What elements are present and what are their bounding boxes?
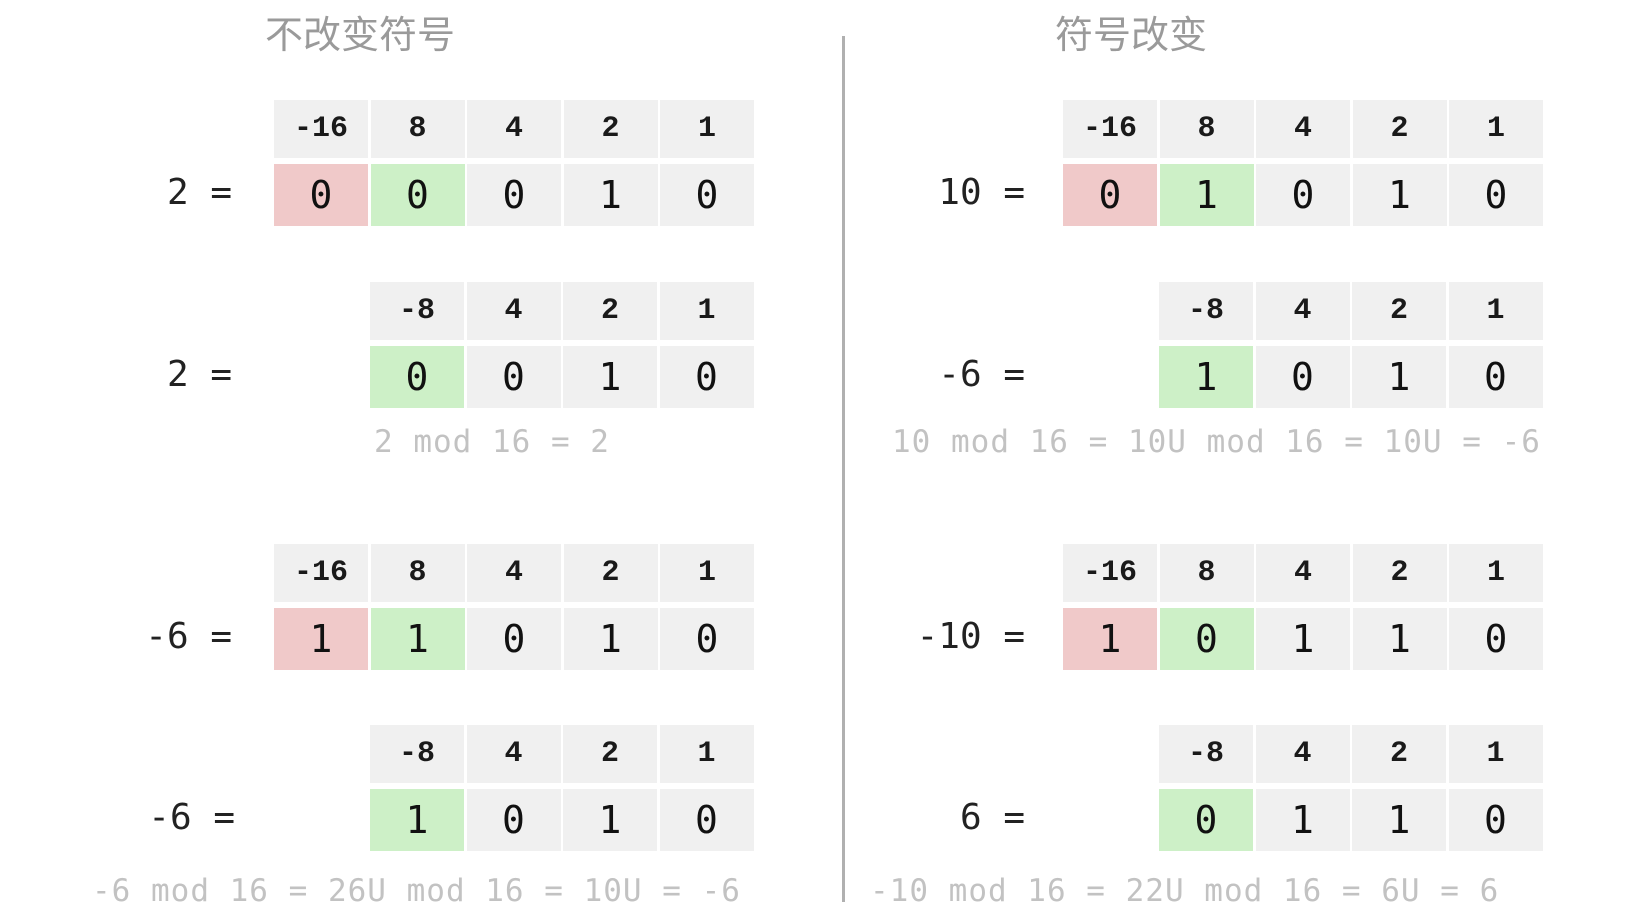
bit-weight-cell: 2 <box>563 282 657 340</box>
center-divider <box>842 36 845 902</box>
heading-sign-change: 符号改变 <box>1055 13 1208 57</box>
bit-weight-cell: 2 <box>563 725 657 783</box>
top-bit-cell: 1 <box>370 789 464 851</box>
bit-cell: 0 <box>1449 164 1543 226</box>
bit-weight-cell: 1 <box>660 100 754 158</box>
bit-weight-cell: 4 <box>466 725 561 783</box>
sign-bit-cell: 0 <box>1063 164 1157 226</box>
top-bit-cell: 1 <box>1159 346 1253 408</box>
bit-cell: 1 <box>563 346 657 408</box>
bit-weight-cell: 4 <box>466 282 561 340</box>
sign-bit-cell: 1 <box>1063 608 1157 670</box>
bit-weight-cell: -8 <box>370 725 464 783</box>
bit-cell: 1 <box>563 608 658 670</box>
equation-lhs: -6 = <box>145 616 232 657</box>
bit-cell: 1 <box>1255 789 1350 851</box>
bit-cell: 1 <box>1352 789 1446 851</box>
bit-weight-cell: 4 <box>1255 725 1350 783</box>
top-bit-cell: 1 <box>370 608 465 670</box>
bit-weight-cell: 1 <box>659 725 754 783</box>
note-2-mod-16: 2 mod 16 = 2 <box>374 424 610 460</box>
top-bit-cell: 0 <box>370 164 465 226</box>
bit-weight-cell: 2 <box>1352 100 1447 158</box>
bit-weight-cell: 4 <box>1256 544 1350 602</box>
bit-weight-cell: 2 <box>1352 725 1446 783</box>
heading-no-sign-change: 不改变符号 <box>265 13 456 57</box>
bit-cell: 1 <box>1256 608 1350 670</box>
bit-weight-cell: 1 <box>1448 282 1543 340</box>
bit-cell: 1 <box>1352 346 1446 408</box>
bit-weight-cell: 2 <box>563 544 658 602</box>
bit-cell: 0 <box>1449 608 1543 670</box>
note-minus10-mod-16: -10 mod 16 = 22U mod 16 = 6U = 6 <box>870 873 1500 909</box>
bit-weight-cell: 2 <box>1352 282 1446 340</box>
bit-weight-cell: 8 <box>1159 544 1254 602</box>
sign-bit-cell: 0 <box>274 164 368 226</box>
top-bit-cell: 0 <box>1159 789 1253 851</box>
bit-cell: 0 <box>466 789 561 851</box>
bit-cell: 0 <box>1448 346 1543 408</box>
bit-cell: 1 <box>1352 608 1447 670</box>
bit-cell: 0 <box>1256 164 1350 226</box>
bit-cell: 0 <box>659 346 754 408</box>
sign-bit-cell: 1 <box>274 608 368 670</box>
equation-lhs: -6 = <box>938 354 1025 395</box>
bit-weight-cell: -16 <box>1063 100 1157 158</box>
equation-lhs: 10 = <box>938 172 1025 213</box>
equation-lhs: 2 = <box>166 172 232 213</box>
top-bit-cell: 1 <box>1159 164 1254 226</box>
bit-weight-cell: -16 <box>274 544 368 602</box>
bit-weight-cell: -16 <box>1063 544 1157 602</box>
equation-lhs: 6 = <box>959 797 1025 838</box>
bit-weight-cell: 4 <box>1256 100 1350 158</box>
bit-weight-cell: 2 <box>563 100 658 158</box>
bit-weight-cell: 2 <box>1352 544 1447 602</box>
bit-weight-cell: 1 <box>660 544 754 602</box>
equation-lhs: -10 = <box>916 616 1025 657</box>
bit-weight-cell: -16 <box>274 100 368 158</box>
bit-cell: 1 <box>1352 164 1447 226</box>
bit-cell: 0 <box>466 346 561 408</box>
note-minus6-mod-16: -6 mod 16 = 26U mod 16 = 10U = -6 <box>92 873 741 909</box>
equation-lhs: -6 = <box>148 797 235 838</box>
bit-cell: 0 <box>659 789 754 851</box>
bit-weight-cell: 1 <box>659 282 754 340</box>
equation-lhs: 2 = <box>166 354 232 395</box>
bit-weight-cell: -8 <box>370 282 464 340</box>
bit-weight-cell: 4 <box>1255 282 1350 340</box>
top-bit-cell: 0 <box>370 346 464 408</box>
bit-cell: 0 <box>1255 346 1350 408</box>
bit-weight-cell: 4 <box>467 100 561 158</box>
bit-cell: 1 <box>563 164 658 226</box>
bit-weight-cell: -8 <box>1159 725 1253 783</box>
bit-weight-cell: 8 <box>370 544 465 602</box>
bit-weight-cell: 1 <box>1449 100 1543 158</box>
bit-weight-cell: 1 <box>1448 725 1543 783</box>
bit-cell: 0 <box>467 608 561 670</box>
bit-cell: 0 <box>660 164 754 226</box>
bit-weight-cell: 8 <box>1159 100 1254 158</box>
bit-weight-cell: 8 <box>370 100 465 158</box>
bit-weight-cell: 4 <box>467 544 561 602</box>
bit-cell: 0 <box>467 164 561 226</box>
bit-cell: 0 <box>1448 789 1543 851</box>
bit-weight-cell: -8 <box>1159 282 1253 340</box>
bit-weight-cell: 1 <box>1449 544 1543 602</box>
note-10-mod-16: 10 mod 16 = 10U mod 16 = 10U = -6 <box>892 424 1541 460</box>
bit-cell: 0 <box>660 608 754 670</box>
bit-cell: 1 <box>563 789 657 851</box>
top-bit-cell: 0 <box>1159 608 1254 670</box>
